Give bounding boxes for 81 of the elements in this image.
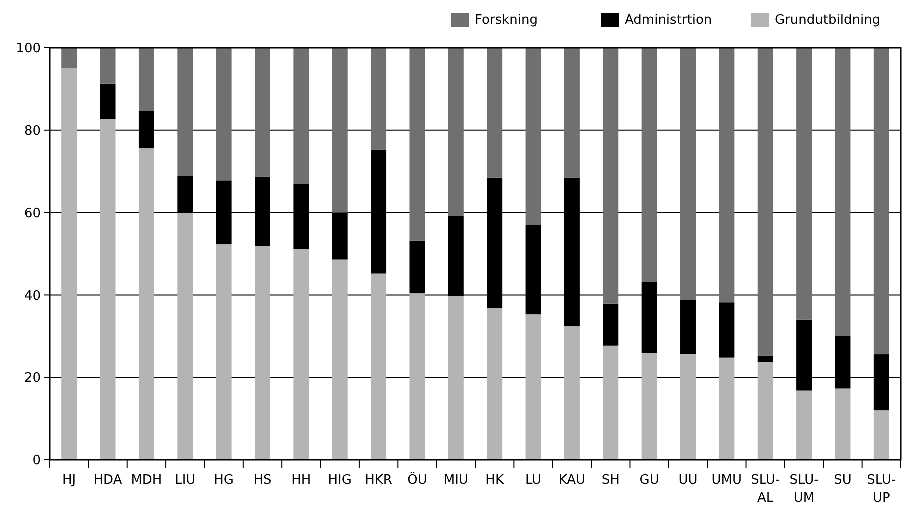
y-tick-label: 20 (24, 371, 41, 386)
legend-label: Forskning (475, 13, 538, 28)
bar (216, 48, 232, 181)
bar (332, 48, 348, 213)
bar (178, 48, 194, 176)
x-tick-label: SLU-UP (867, 473, 896, 506)
bar (719, 48, 735, 303)
bar (642, 48, 658, 282)
y-tick-label: 80 (24, 124, 41, 139)
bar (255, 48, 270, 177)
bar (410, 294, 426, 460)
bar (410, 240, 426, 294)
bar (758, 362, 774, 460)
bar (100, 84, 116, 120)
bar (680, 48, 696, 300)
bar (603, 48, 619, 304)
x-tick-label: HJ (62, 473, 76, 488)
bar (448, 48, 464, 216)
legend-label: Administrtion (625, 13, 712, 28)
bar (758, 48, 774, 356)
bar (138, 48, 154, 112)
x-tick-label: UU (678, 473, 698, 488)
bar (603, 346, 619, 460)
bar (835, 48, 851, 336)
x-tick-label: SH (602, 473, 620, 488)
y-tick-label: 0 (32, 454, 41, 469)
x-tick-label: MDH (131, 473, 162, 488)
bar (62, 48, 78, 69)
bar (603, 304, 619, 346)
x-tick-label: HG (214, 473, 234, 488)
x-tick-label: HDA (94, 473, 122, 488)
x-tick-label: SLU-AL (751, 473, 780, 506)
bar (796, 48, 812, 320)
legend-label: Grundutbildning (775, 13, 881, 28)
x-tick-label: HS (254, 473, 272, 488)
bar (255, 246, 270, 460)
bar (642, 353, 658, 460)
y-tick-label: 60 (24, 206, 41, 222)
bar (526, 48, 542, 226)
x-tick-label: KAU (558, 473, 586, 488)
bar (680, 354, 696, 460)
bar (874, 410, 890, 460)
bar (680, 300, 696, 354)
y-tick-label: 40 (24, 288, 41, 304)
bar (448, 296, 464, 460)
x-tick-label: SU (834, 473, 852, 488)
bar (758, 356, 774, 362)
x-tick-label: HK (486, 473, 504, 488)
bar (719, 302, 735, 358)
x-tick-label: SLU-UM (790, 473, 820, 506)
x-tick-label: LU (525, 473, 542, 488)
bar (100, 48, 116, 84)
bar (564, 326, 580, 460)
bar (410, 48, 426, 241)
bar (216, 244, 232, 460)
bar (719, 358, 735, 460)
bar (332, 260, 348, 460)
bar (526, 314, 542, 460)
bar (371, 274, 387, 460)
x-tick-label: MIU (444, 473, 468, 488)
bar (564, 48, 580, 178)
y-tick-label: 100 (16, 42, 41, 57)
bar (62, 68, 78, 460)
x-tick-label: ÖU (408, 472, 428, 488)
bar (487, 308, 503, 460)
x-tick-label: UMU (712, 473, 742, 488)
bar (796, 390, 812, 460)
x-tick-label: GU (640, 473, 660, 488)
bar (487, 48, 503, 178)
x-tick-label: HH (292, 473, 312, 488)
bar (294, 249, 310, 460)
bar (178, 213, 194, 460)
bar (874, 48, 890, 355)
bar (138, 148, 154, 460)
x-tick-label: HIG (328, 473, 352, 488)
bar (294, 48, 310, 184)
bar (371, 48, 387, 150)
bar (835, 388, 851, 460)
x-tick-label: HKR (365, 473, 392, 488)
bar (100, 119, 116, 460)
x-tick-label: LIU (175, 473, 196, 488)
